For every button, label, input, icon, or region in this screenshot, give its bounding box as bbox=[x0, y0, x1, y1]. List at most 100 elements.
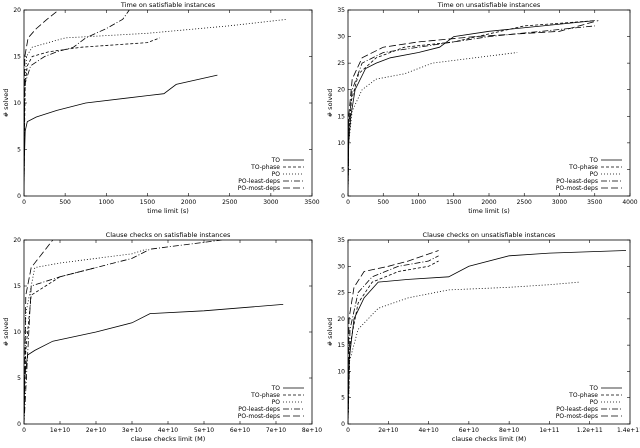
x-tick-label: 3e+10 bbox=[122, 427, 142, 434]
plot-area bbox=[348, 250, 627, 424]
legend-label: TO-phase bbox=[250, 392, 280, 399]
y-tick-label: 10 bbox=[13, 100, 21, 107]
x-tick-label: 0 bbox=[22, 199, 26, 206]
series-line-po-most-deps bbox=[24, 240, 54, 424]
series-line-po-least-deps bbox=[348, 25, 595, 196]
x-tick-label: 3000 bbox=[263, 199, 278, 206]
x-tick-label: 5e+10 bbox=[194, 427, 214, 434]
y-tick-label: 20 bbox=[337, 87, 345, 94]
y-tick-label: 25 bbox=[337, 60, 345, 67]
chart-panel-4: Clause checks on unsatisfiable instances… bbox=[326, 231, 640, 443]
series-line-po-least-deps bbox=[24, 240, 223, 424]
y-tick-label: 35 bbox=[337, 7, 345, 14]
x-tick-label: 7e+10 bbox=[266, 427, 286, 434]
legend-label: PO-most-deps bbox=[238, 185, 280, 192]
x-tick-label: 1500 bbox=[140, 199, 155, 206]
x-tick-label: 3500 bbox=[304, 199, 319, 206]
x-tick-label: 1500 bbox=[446, 199, 461, 206]
x-tick-label: 1000 bbox=[411, 199, 426, 206]
legend-label: TO bbox=[589, 157, 599, 164]
y-tick-label: 10 bbox=[13, 329, 21, 336]
x-tick-label: 8e+10 bbox=[302, 427, 322, 434]
chart-title: Clause checks on unsatisfiable instances bbox=[423, 231, 557, 239]
x-tick-label: 500 bbox=[59, 199, 71, 206]
legend-label: PO-most-deps bbox=[556, 413, 598, 420]
series-line-po-least-deps bbox=[24, 10, 130, 196]
legend-label: PO-least-deps bbox=[238, 406, 280, 413]
y-tick-label: 15 bbox=[13, 54, 21, 61]
x-tick-label: 1e+10 bbox=[50, 427, 70, 434]
y-tick-label: 10 bbox=[337, 140, 345, 147]
x-tick-label: 4e+10 bbox=[418, 427, 438, 434]
x-tick-label: 6e+10 bbox=[230, 427, 250, 434]
x-tick-label: 4000 bbox=[622, 199, 637, 206]
series-line-to-phase bbox=[348, 20, 595, 196]
x-tick-label: 2e+10 bbox=[378, 427, 398, 434]
x-tick-label: 2e+10 bbox=[86, 427, 106, 434]
x-tick-label: 500 bbox=[378, 199, 390, 206]
series-line-po bbox=[348, 281, 580, 424]
y-tick-label: 0 bbox=[341, 421, 345, 428]
plot-frame bbox=[347, 239, 631, 425]
x-tick-label: 6e+10 bbox=[459, 427, 479, 434]
legend-label: PO-least-deps bbox=[556, 406, 598, 413]
chart-panel-3: Clause checks on satisfiable instances 0 1… bbox=[2, 231, 322, 443]
legend-label: PO bbox=[590, 171, 599, 178]
legend-label: TO-phase bbox=[568, 392, 598, 399]
y-axis-label: # solved bbox=[326, 89, 334, 118]
x-tick-label: 1.2e+11 bbox=[577, 427, 603, 434]
x-tick-label: 2500 bbox=[517, 199, 532, 206]
plot-area bbox=[24, 10, 288, 196]
x-tick-label: 0 bbox=[346, 427, 350, 434]
y-tick-label: 15 bbox=[13, 283, 21, 290]
legend-label: PO bbox=[272, 399, 281, 406]
legend-label: TO bbox=[271, 157, 281, 164]
chart-title: Clause checks on satisfiable instances bbox=[106, 231, 231, 239]
x-tick-label: 0 bbox=[22, 427, 26, 434]
y-axis-label: # solved bbox=[326, 318, 334, 347]
legend-label: PO-least-deps bbox=[556, 178, 598, 185]
series-line-po bbox=[24, 18, 288, 196]
x-axis-label: time limit (s) bbox=[468, 207, 510, 215]
series-line-po-least-deps bbox=[348, 255, 439, 424]
x-tick-label: 1000 bbox=[99, 199, 114, 206]
y-tick-label: 0 bbox=[341, 193, 345, 200]
chart-title: Time on unsatisfiable instances bbox=[437, 1, 541, 9]
plot-area bbox=[24, 240, 284, 424]
x-tick-label: 1e+11 bbox=[539, 427, 559, 434]
y-tick-label: 5 bbox=[341, 395, 345, 402]
y-axis-label: # solved bbox=[2, 318, 10, 347]
legend-label: PO-least-deps bbox=[238, 178, 280, 185]
y-tick-label: 20 bbox=[13, 237, 21, 244]
series-line-to bbox=[24, 304, 284, 424]
legend-label: PO-most-deps bbox=[238, 413, 280, 420]
y-tick-label: 5 bbox=[341, 166, 345, 173]
series-line-to bbox=[348, 20, 595, 196]
series-line-po-most-deps bbox=[24, 10, 59, 196]
series-line-po-most-deps bbox=[348, 250, 439, 424]
legend-label: PO-most-deps bbox=[556, 185, 598, 192]
y-tick-label: 20 bbox=[13, 7, 21, 14]
y-axis-label: # solved bbox=[2, 89, 10, 118]
legend-label: PO bbox=[272, 171, 281, 178]
plot-area bbox=[348, 20, 599, 196]
chart-panel-2: Time on unsatisfiable instances 0 500 1000 1… bbox=[326, 1, 638, 215]
y-tick-label: 15 bbox=[337, 113, 345, 120]
x-tick-label: 3000 bbox=[552, 199, 567, 206]
x-tick-label: 3500 bbox=[587, 199, 602, 206]
x-axis-label: clause checks limit (M) bbox=[452, 435, 526, 443]
y-tick-label: 30 bbox=[337, 34, 345, 41]
x-tick-label: 8e+10 bbox=[499, 427, 519, 434]
x-axis-label: clause checks limit (M) bbox=[131, 435, 205, 443]
y-tick-label: 25 bbox=[337, 290, 345, 297]
y-tick-label: 35 bbox=[337, 237, 345, 244]
x-tick-label: 1.4e+11 bbox=[617, 427, 640, 434]
y-tick-label: 5 bbox=[17, 147, 21, 154]
